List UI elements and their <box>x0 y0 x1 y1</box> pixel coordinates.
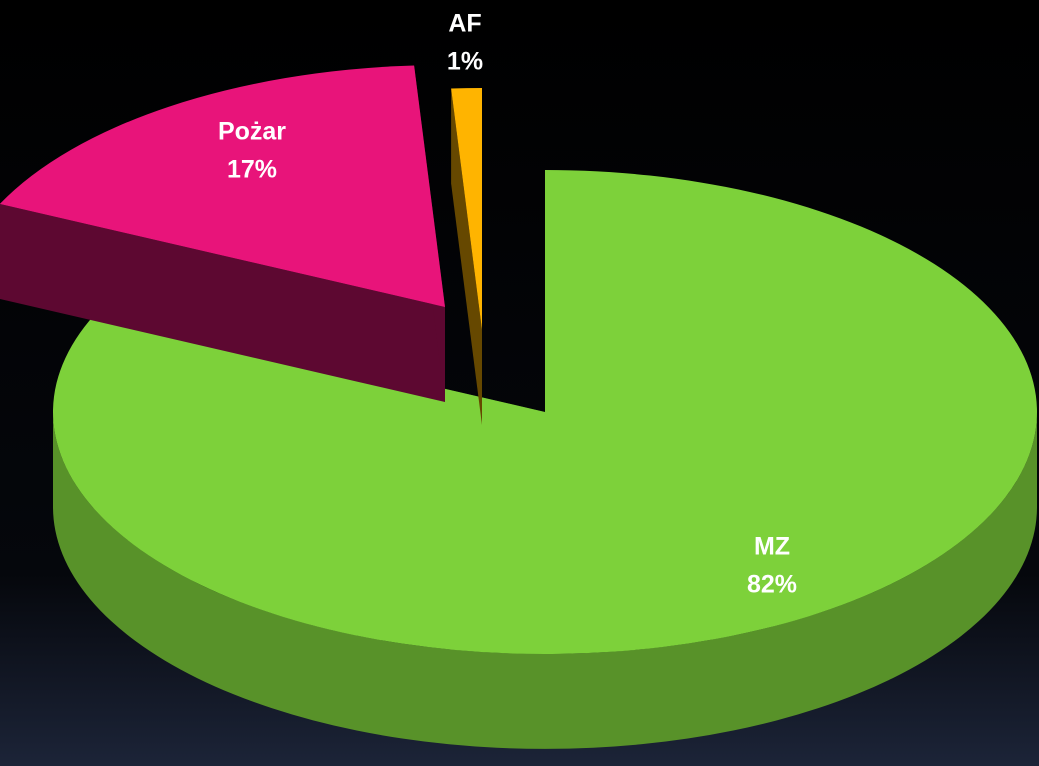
slice-value-label: 1% <box>447 48 483 76</box>
slice-label: MZ <box>754 533 790 561</box>
slice <box>0 65 445 402</box>
slice <box>53 170 1037 749</box>
slice-value-label: 82% <box>747 571 797 599</box>
slice-top <box>451 88 482 330</box>
slice-top <box>53 170 1037 654</box>
slice-wall <box>0 204 445 402</box>
slice-wall <box>451 88 482 425</box>
slice-label: AF <box>448 10 481 38</box>
slice <box>451 88 482 425</box>
slice-label: Pożar <box>218 118 286 146</box>
slice-top <box>0 65 445 307</box>
slice-value-label: 17% <box>227 156 277 184</box>
slice-side <box>53 412 1037 749</box>
